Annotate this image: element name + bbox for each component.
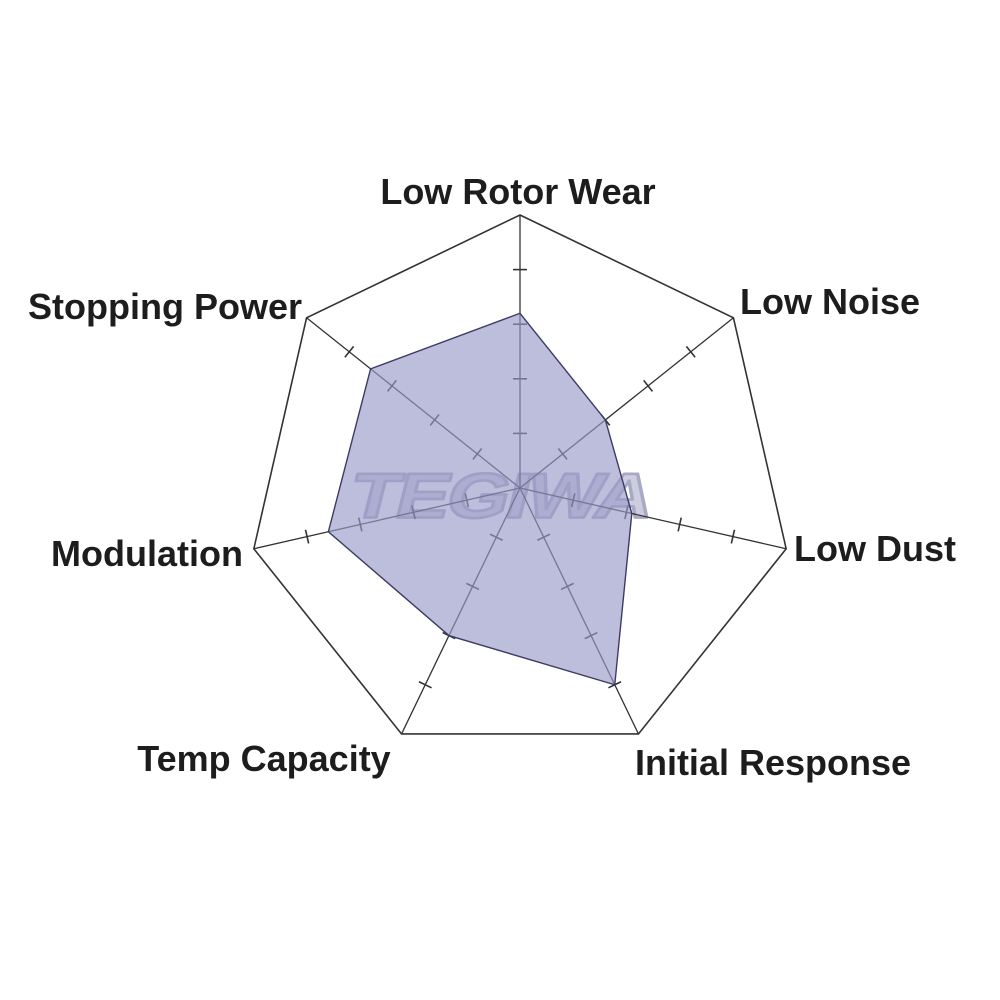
svg-text:Initial Response: Initial Response [635,742,911,783]
svg-text:Low Noise: Low Noise [740,281,920,322]
svg-text:Low Rotor Wear: Low Rotor Wear [380,171,655,212]
svg-text:Stopping Power: Stopping Power [28,286,302,327]
svg-text:Modulation: Modulation [51,533,243,574]
svg-text:Temp Capacity: Temp Capacity [137,738,390,779]
svg-text:Low Dust: Low Dust [794,528,956,569]
